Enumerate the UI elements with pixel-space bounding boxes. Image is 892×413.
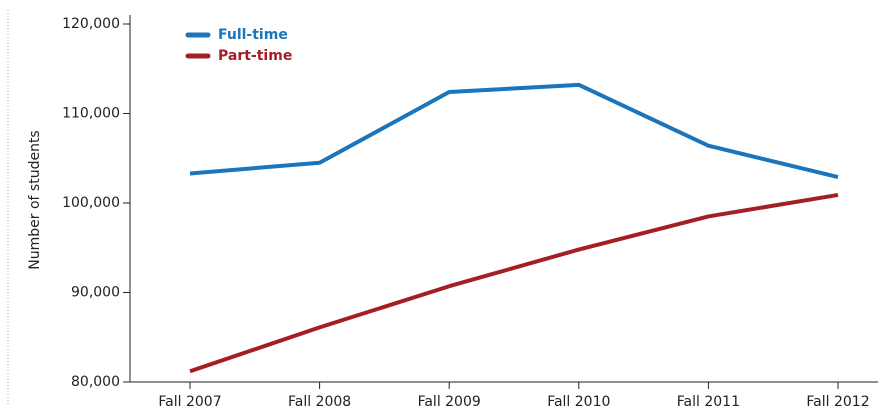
x-tick-label: Fall 2007 <box>158 394 221 410</box>
y-tick-label: 80,000 <box>71 374 120 390</box>
x-tick-label: Fall 2008 <box>288 394 351 410</box>
y-axis-label: Number of students <box>27 130 43 269</box>
y-tick-label: 90,000 <box>71 285 120 301</box>
x-tick-label: Fall 2009 <box>418 394 481 410</box>
x-tick-label: Fall 2012 <box>806 394 869 410</box>
series-line <box>189 82 839 179</box>
legend-label: Part-time <box>218 48 292 64</box>
legend-label: Full-time <box>218 27 288 43</box>
x-tick-label: Fall 2011 <box>677 394 740 410</box>
y-tick-label: 100,000 <box>62 195 120 211</box>
y-tick-label: 110,000 <box>62 106 120 122</box>
series-line <box>189 192 839 374</box>
x-tick-label: Fall 2010 <box>547 394 610 410</box>
y-tick-label: 120,000 <box>62 16 120 32</box>
